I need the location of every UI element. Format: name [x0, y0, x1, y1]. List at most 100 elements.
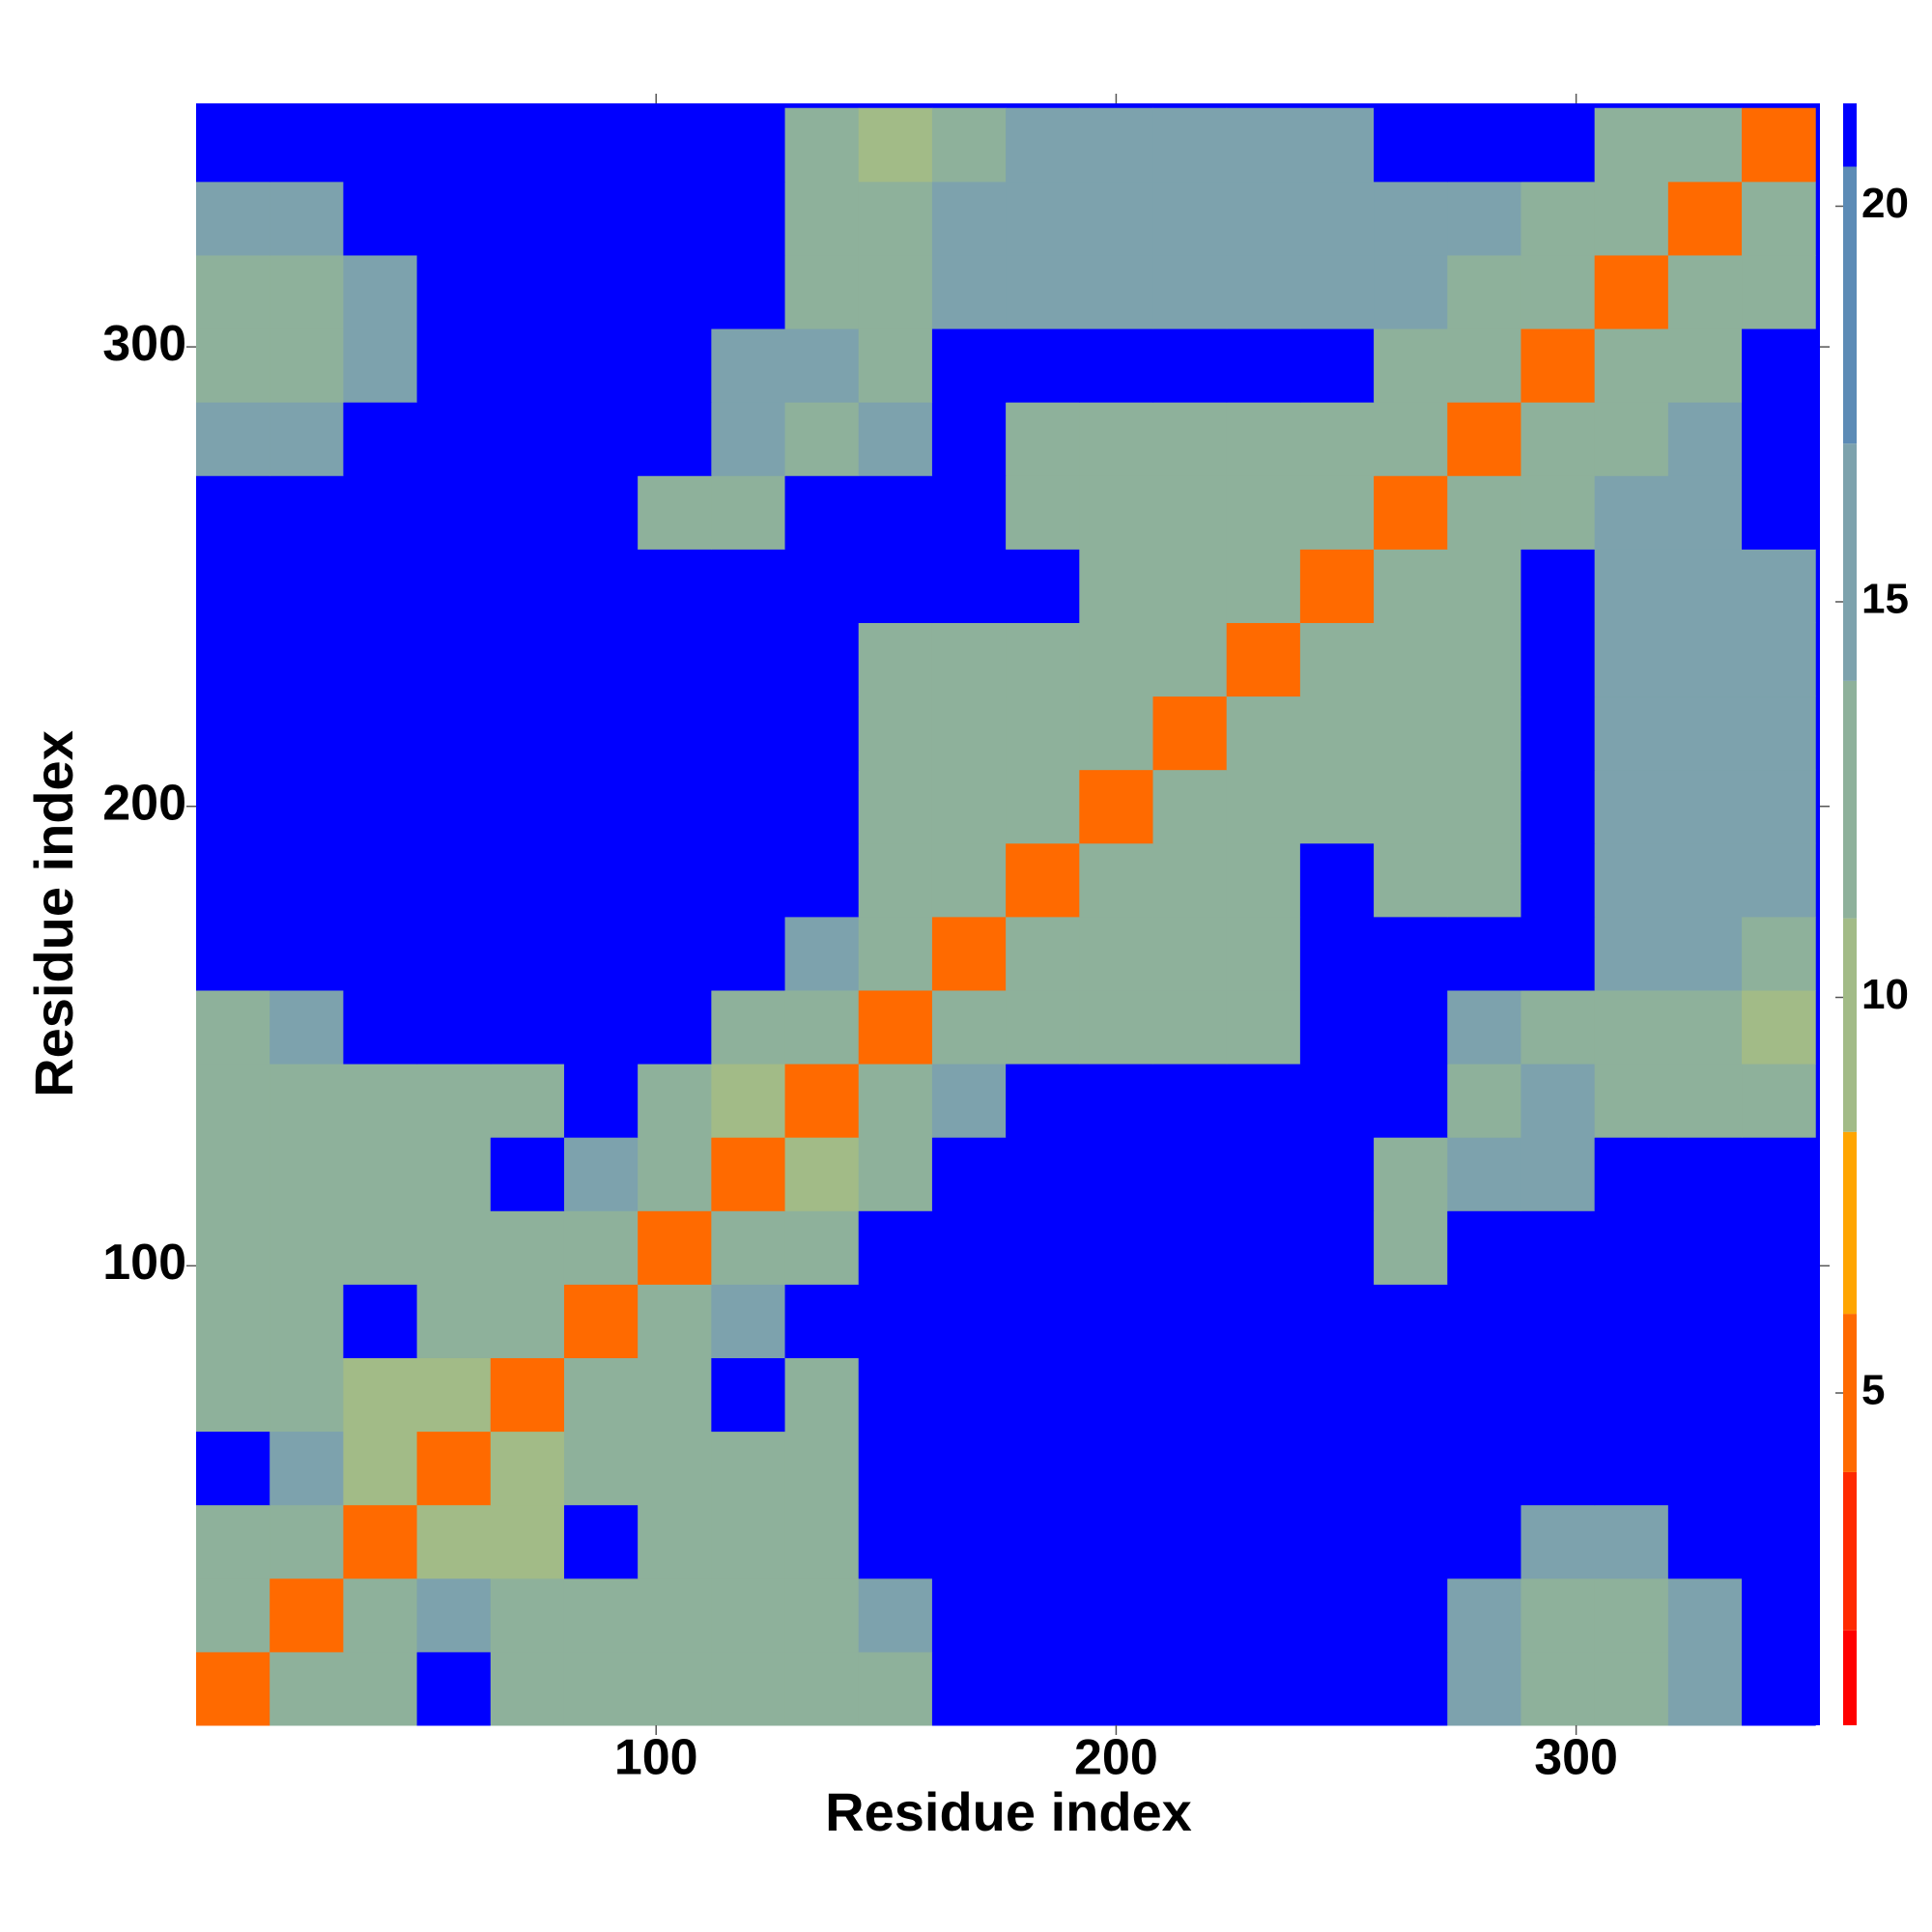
heatmap-cell	[1520, 989, 1596, 1065]
heatmap-cell	[1152, 1577, 1228, 1653]
heatmap-cell	[784, 1210, 860, 1285]
colorbar-segment	[1843, 1471, 1857, 1631]
heatmap-cell	[1374, 1504, 1448, 1579]
colorbar-segment	[1843, 166, 1857, 444]
heatmap-cell	[1299, 1284, 1375, 1358]
x-axis-title: Residue index	[825, 1781, 1192, 1842]
heatmap-cell	[1079, 1284, 1154, 1358]
heatmap-cell	[196, 1357, 270, 1433]
heatmap-cell	[1079, 1064, 1154, 1138]
heatmap-cell	[343, 549, 418, 623]
heatmap-cell	[490, 1431, 565, 1506]
heatmap-cell	[1520, 769, 1596, 844]
heatmap-cell	[1152, 1651, 1228, 1726]
heatmap-cell	[1299, 181, 1375, 256]
heatmap-cell	[1226, 181, 1301, 256]
heatmap-cell	[784, 989, 860, 1065]
heatmap-cell	[196, 402, 270, 476]
heatmap-cell	[858, 916, 933, 991]
heatmap-cell	[1006, 402, 1080, 476]
heatmap-cell	[1299, 989, 1375, 1065]
heatmap-cell	[1299, 1651, 1375, 1726]
heatmap-cell	[1226, 549, 1301, 623]
heatmap-cell	[711, 254, 786, 329]
heatmap-cell	[1447, 181, 1521, 256]
heatmap-cell	[1152, 1431, 1228, 1506]
heatmap-cell	[1667, 1210, 1743, 1285]
heatmap-cell	[1667, 1357, 1743, 1433]
heatmap-cell	[1594, 181, 1669, 256]
heatmap-cell	[1152, 1504, 1228, 1579]
heatmap-cell	[343, 769, 418, 844]
heatmap-cell	[1226, 1431, 1301, 1506]
heatmap-cell	[931, 1577, 1007, 1653]
heatmap-cell	[931, 1137, 1007, 1211]
heatmap-cell	[1594, 1504, 1669, 1579]
heatmap-cell	[1079, 989, 1154, 1065]
heatmap-cell	[270, 1137, 344, 1211]
heatmap-cell	[490, 1137, 565, 1211]
heatmap-cell	[638, 107, 712, 183]
heatmap-cell	[638, 842, 712, 918]
heatmap-cell	[1152, 181, 1228, 256]
heatmap-cell	[1447, 1357, 1521, 1433]
heatmap-cell	[1374, 769, 1448, 844]
heatmap-cell	[1520, 1064, 1596, 1138]
heatmap-cell	[1667, 1064, 1743, 1138]
heatmap-cell	[1152, 1210, 1228, 1285]
heatmap-cell	[343, 696, 418, 771]
heatmap-cell	[270, 1064, 344, 1138]
heatmap-cell	[638, 1210, 712, 1285]
heatmap-cell	[416, 549, 492, 623]
heatmap-cell	[1742, 402, 1816, 476]
heatmap-cell	[858, 1431, 933, 1506]
heatmap-cell	[1152, 107, 1228, 183]
heatmap-cell	[490, 1064, 565, 1138]
heatmap-cell	[1594, 1651, 1669, 1726]
heatmap-cell	[1299, 1137, 1375, 1211]
heatmap-cell	[1447, 254, 1521, 329]
heatmap-cell	[1079, 1651, 1154, 1726]
heatmap-cell	[563, 696, 639, 771]
heatmap-cell	[1447, 1210, 1521, 1285]
heatmap-cell	[784, 916, 860, 991]
heatmap-cell	[711, 107, 786, 183]
heatmap-cell	[1299, 107, 1375, 183]
heatmap-cell	[196, 107, 270, 183]
heatmap-cell	[1667, 549, 1743, 623]
heatmap-cell	[1006, 842, 1080, 918]
heatmap-cell	[1520, 1284, 1596, 1358]
heatmap-cell	[711, 1284, 786, 1358]
heatmap-cell	[1520, 1431, 1596, 1506]
heatmap-cell	[638, 1357, 712, 1433]
heatmap-cell	[1594, 254, 1669, 329]
heatmap-cell	[931, 622, 1007, 697]
heatmap-cell	[1447, 549, 1521, 623]
heatmap-cell	[1226, 916, 1301, 991]
heatmap-cell	[1594, 402, 1669, 476]
heatmap-cell	[1299, 696, 1375, 771]
heatmap-cell	[711, 769, 786, 844]
heatmap-cell	[1594, 475, 1669, 550]
heatmap-cell	[1374, 1210, 1448, 1285]
heatmap-cell	[1079, 842, 1154, 918]
heatmap-cell	[1226, 402, 1301, 476]
heatmap-cell	[1447, 1651, 1521, 1726]
heatmap-cell	[563, 1504, 639, 1579]
heatmap-cell	[931, 402, 1007, 476]
heatmap-cell	[343, 1357, 418, 1433]
heatmap-cell	[270, 1577, 344, 1653]
heatmap-cell	[1667, 1137, 1743, 1211]
heatmap-cell	[1742, 549, 1816, 623]
heatmap-cell	[1374, 1577, 1448, 1653]
heatmap-cell	[1742, 475, 1816, 550]
heatmap-cell	[196, 328, 270, 403]
heatmap-cell	[270, 181, 344, 256]
heatmap-cell	[196, 1210, 270, 1285]
heatmap-cell	[1594, 328, 1669, 403]
heatmap-cell	[1520, 916, 1596, 991]
heatmap-cell	[1006, 769, 1080, 844]
heatmap-cell	[563, 549, 639, 623]
heatmap-cell	[1006, 328, 1080, 403]
heatmap-cell	[784, 328, 860, 403]
